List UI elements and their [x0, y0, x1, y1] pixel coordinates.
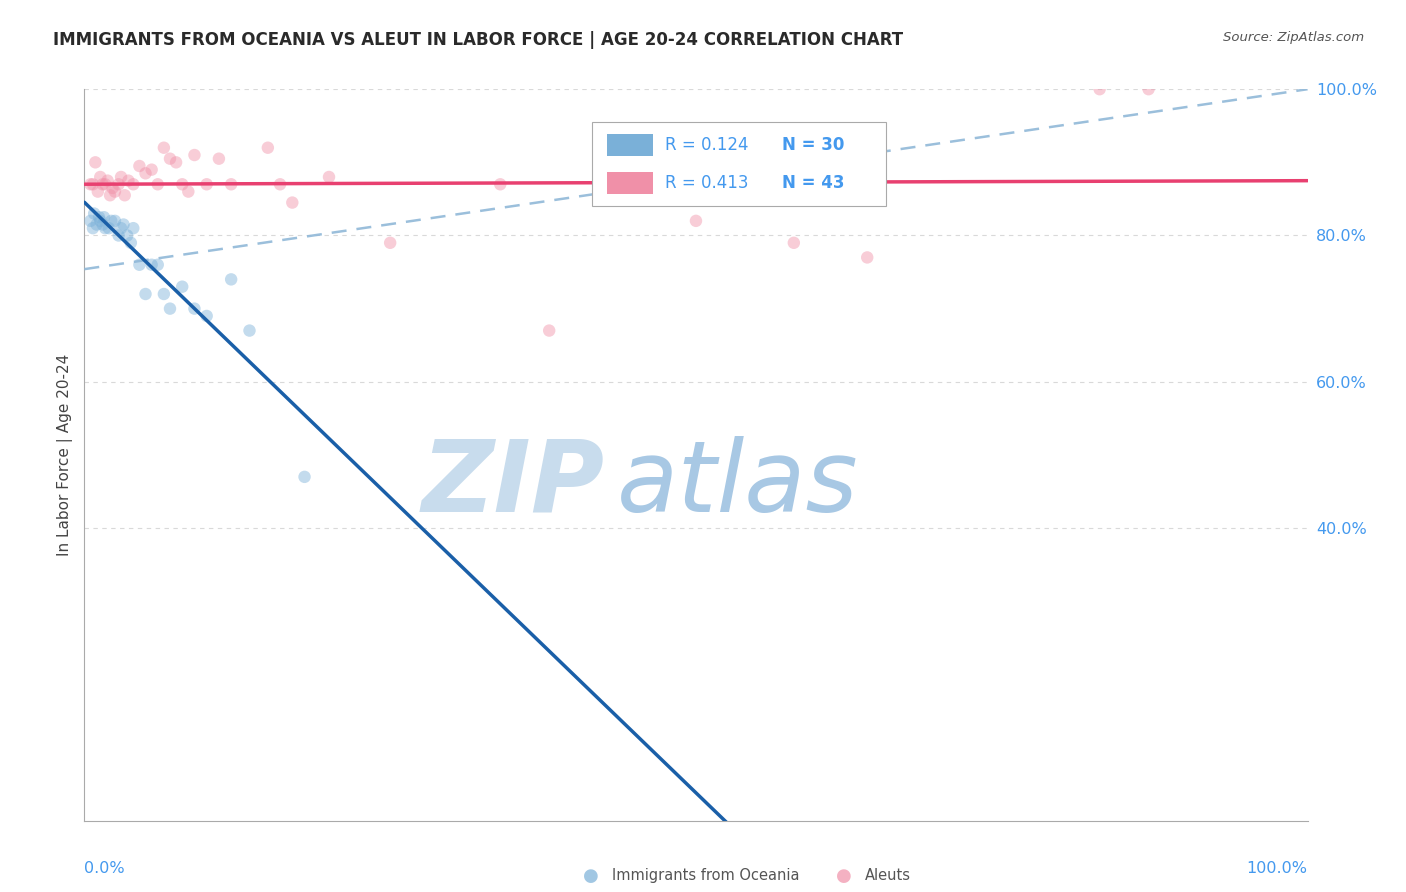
Point: [685, 214, 707, 228]
Point: [107, 178, 129, 192]
Point: [159, 301, 181, 316]
Text: IMMIGRANTS FROM OCEANIA VS ALEUT IN LABOR FORCE | AGE 20-24 CORRELATION CHART: IMMIGRANTS FROM OCEANIA VS ALEUT IN LABO…: [53, 31, 904, 49]
Point: [219, 272, 242, 286]
Text: N = 43: N = 43: [782, 174, 844, 192]
Text: 0.0%: 0.0%: [84, 861, 125, 876]
Bar: [606, 135, 654, 156]
Point: [104, 214, 127, 228]
Point: [141, 162, 163, 177]
Point: [110, 221, 132, 235]
Point: [294, 470, 316, 484]
Y-axis label: In Labor Force | Age 20-24: In Labor Force | Age 20-24: [58, 354, 73, 556]
Point: [91, 178, 114, 192]
Point: [1137, 82, 1160, 96]
Point: [1088, 82, 1111, 96]
Bar: [606, 172, 654, 194]
Point: [318, 169, 340, 184]
Point: [107, 228, 129, 243]
Point: [612, 178, 634, 192]
FancyBboxPatch shape: [592, 122, 886, 206]
Point: [208, 152, 231, 166]
Point: [83, 206, 105, 220]
Point: [114, 188, 136, 202]
Point: [281, 195, 304, 210]
Point: [183, 301, 205, 316]
Point: [172, 279, 194, 293]
Point: [101, 181, 124, 195]
Point: [159, 152, 181, 166]
Point: [128, 258, 150, 272]
Point: [146, 178, 169, 192]
Point: [97, 173, 120, 188]
Point: [257, 141, 280, 155]
Point: [183, 148, 205, 162]
Point: [84, 155, 107, 169]
Point: [89, 214, 111, 228]
Point: [122, 221, 145, 235]
Point: [783, 235, 806, 250]
Point: [238, 324, 260, 338]
Text: ZIP: ZIP: [422, 435, 605, 533]
Point: [79, 178, 101, 192]
Text: R = 0.124: R = 0.124: [665, 136, 749, 154]
Point: [195, 309, 218, 323]
Text: N = 30: N = 30: [782, 136, 844, 154]
Text: R = 0.413: R = 0.413: [665, 174, 749, 192]
Point: [153, 287, 176, 301]
Point: [87, 211, 110, 225]
Point: [115, 228, 138, 243]
Text: atlas: atlas: [616, 435, 858, 533]
Text: ●: ●: [835, 867, 852, 885]
Text: Immigrants from Oceania: Immigrants from Oceania: [612, 869, 799, 883]
Point: [117, 173, 139, 188]
Text: ●: ●: [582, 867, 599, 885]
Point: [89, 169, 111, 184]
Point: [82, 178, 104, 192]
Point: [93, 211, 115, 225]
Point: [172, 178, 194, 192]
Point: [489, 178, 512, 192]
Point: [87, 185, 110, 199]
Point: [100, 214, 122, 228]
Point: [135, 287, 157, 301]
Text: Aleuts: Aleuts: [865, 869, 911, 883]
Point: [82, 221, 104, 235]
Point: [135, 166, 157, 180]
Point: [97, 221, 120, 235]
Point: [734, 169, 756, 184]
Point: [79, 214, 101, 228]
Point: [94, 178, 117, 192]
Point: [91, 218, 114, 232]
Point: [122, 178, 145, 192]
Point: [269, 178, 291, 192]
Point: [856, 251, 879, 265]
Point: [110, 169, 132, 184]
Point: [153, 141, 176, 155]
Text: 100.0%: 100.0%: [1247, 861, 1308, 876]
Point: [165, 155, 187, 169]
Point: [538, 324, 561, 338]
Point: [146, 258, 169, 272]
Point: [219, 178, 242, 192]
Point: [104, 185, 127, 199]
Point: [195, 178, 218, 192]
Point: [86, 218, 108, 232]
Point: [128, 159, 150, 173]
Point: [94, 221, 117, 235]
Point: [380, 235, 402, 250]
Point: [141, 258, 163, 272]
Point: [98, 188, 121, 202]
Point: [177, 185, 200, 199]
Text: Source: ZipAtlas.com: Source: ZipAtlas.com: [1223, 31, 1364, 45]
Point: [112, 218, 135, 232]
Point: [120, 235, 142, 250]
